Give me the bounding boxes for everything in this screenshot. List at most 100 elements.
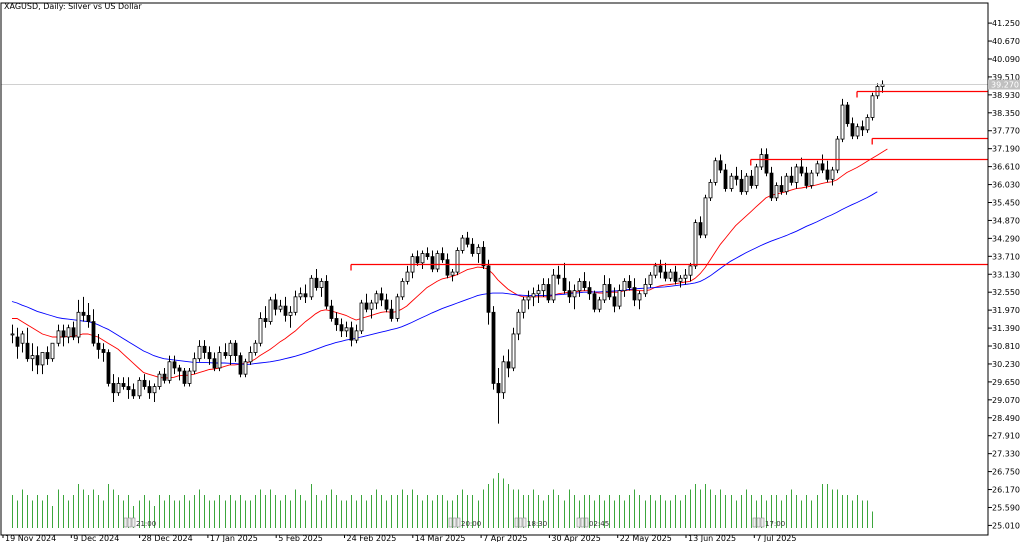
candle (678, 275, 683, 288)
candle (298, 287, 303, 300)
candle (693, 219, 698, 269)
candle-body (531, 293, 536, 298)
event-flag[interactable] (576, 517, 581, 528)
event-flag[interactable] (756, 517, 761, 528)
candle-body (536, 290, 541, 295)
candle (516, 309, 521, 341)
candle (212, 352, 217, 372)
candle-body (10, 333, 15, 336)
candle (177, 364, 182, 381)
candle (228, 340, 233, 365)
event-marker[interactable]: 18:30 (514, 517, 547, 528)
candle-body (187, 370, 192, 384)
event-flag[interactable] (452, 517, 457, 528)
candle-body (450, 271, 455, 276)
candle (349, 321, 354, 347)
candle-body (526, 296, 531, 301)
candle (860, 120, 865, 136)
candle-body (126, 386, 131, 391)
candle-body (263, 318, 268, 322)
candle-body (56, 330, 61, 344)
candle-body (248, 352, 253, 363)
x-tick-label: 28 Dec 2024 (142, 534, 193, 542)
candle-body (121, 383, 126, 387)
candle (501, 355, 506, 399)
candle (526, 290, 531, 310)
candle-body (567, 290, 572, 298)
event-flag[interactable] (456, 517, 461, 528)
event-flag[interactable] (522, 517, 527, 528)
candle-body (384, 299, 389, 310)
y-tick-label: 27.330 (992, 450, 1020, 459)
event-flag[interactable] (518, 517, 523, 528)
event-flag[interactable] (131, 517, 136, 528)
horizontal-levels[interactable] (1, 84, 988, 271)
candle (319, 278, 324, 297)
candle-body (369, 302, 374, 310)
candle-body (708, 181, 713, 199)
event-flag[interactable] (127, 517, 132, 528)
event-flag[interactable] (580, 517, 585, 528)
candle-body (30, 355, 35, 360)
candle (643, 278, 648, 297)
candle-body (324, 280, 329, 307)
candle (35, 346, 40, 375)
candle (632, 278, 637, 307)
candle-body (637, 293, 642, 301)
candle (137, 377, 142, 399)
candle (840, 98, 845, 143)
candle (769, 166, 774, 201)
candle (339, 318, 344, 338)
candle-body (612, 296, 617, 307)
candle (511, 327, 516, 372)
candle-body (207, 352, 212, 360)
candle (455, 247, 460, 276)
candle-body (298, 293, 303, 298)
event-flag[interactable] (584, 517, 589, 528)
candle-body (815, 163, 820, 174)
support-1-level[interactable] (871, 137, 988, 145)
candle-body (243, 361, 248, 375)
event-marker[interactable]: 21:00 (123, 517, 156, 528)
candle (172, 355, 177, 375)
candle-body (865, 117, 870, 131)
candle-body (71, 327, 76, 338)
candle (258, 312, 263, 347)
candle (268, 296, 273, 325)
x-tick-label: 14 Mar 2025 (415, 534, 466, 542)
candle (572, 284, 577, 310)
support-2-level[interactable] (750, 158, 988, 166)
candle (106, 349, 111, 387)
candle (278, 299, 283, 313)
candle (637, 290, 642, 310)
event-flag[interactable] (514, 517, 519, 528)
event-flag[interactable] (752, 517, 757, 528)
candle-body (643, 284, 648, 295)
event-marker[interactable]: 17:00 (752, 517, 785, 528)
candle (582, 272, 587, 291)
event-flag[interactable] (448, 517, 453, 528)
candle (470, 238, 475, 257)
candle-body (632, 287, 637, 301)
candle (111, 374, 116, 402)
candle-body (91, 321, 96, 344)
resistance-1-level[interactable] (856, 90, 988, 98)
support-3-level[interactable] (350, 263, 988, 271)
candle (835, 136, 840, 174)
y-tick-label: 40.670 (992, 37, 1020, 46)
event-flag[interactable] (760, 517, 765, 528)
event-flag[interactable] (123, 517, 128, 528)
candle (71, 321, 76, 341)
price-axis: 41.250 40.670 40.090 39.510 38.930 38.350 37.7… (988, 19, 1020, 530)
candle (329, 299, 334, 322)
candle (40, 352, 45, 375)
candle (157, 371, 162, 390)
candle-body (693, 222, 698, 267)
candle-body (860, 126, 865, 131)
candle (465, 231, 470, 248)
candle (263, 306, 268, 328)
event-marker[interactable]: 20:00 (448, 517, 481, 528)
candle-body (663, 271, 668, 279)
event-marker[interactable]: 02:45 (576, 517, 609, 528)
